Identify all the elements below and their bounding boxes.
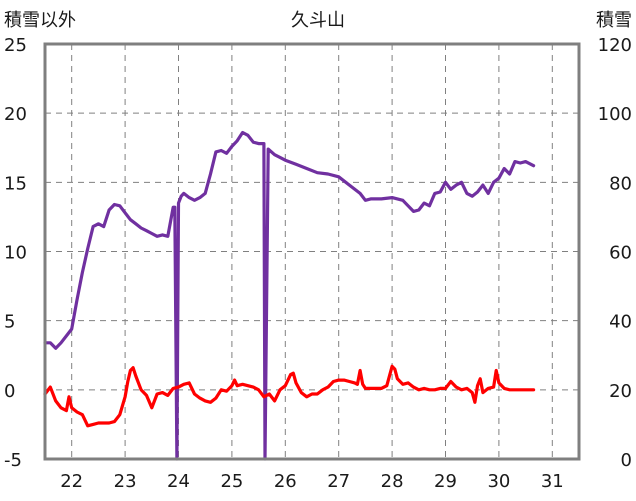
right-tick-label-5: 100 — [598, 104, 632, 125]
left-tick-label-4: 15 — [4, 173, 27, 194]
left-tick-label-3: 10 — [4, 243, 27, 264]
x-tick-label-6: 28 — [381, 471, 404, 492]
x-tick-label-2: 24 — [167, 471, 190, 492]
left-tick-label-6: 25 — [4, 35, 27, 56]
right-axis-label: 積雪 — [596, 10, 632, 31]
x-tick-label-8: 30 — [487, 471, 510, 492]
x-tick-labels: 22 23 24 25 26 27 28 29 30 31 — [60, 471, 564, 492]
right-tick-label-3: 60 — [609, 243, 632, 264]
right-tick-label-0: 0 — [621, 450, 632, 471]
series-line-1 — [43, 364, 536, 428]
x-tick-label-4: 26 — [274, 471, 297, 492]
plot-frame — [43, 42, 581, 461]
series-line-0 — [43, 130, 536, 461]
left-tick-label-2: 5 — [4, 312, 15, 333]
right-tick-label-4: 80 — [609, 173, 632, 194]
x-tick-label-7: 29 — [434, 471, 457, 492]
x-tick-label-3: 25 — [220, 471, 243, 492]
left-axis-label: 積雪以外 — [4, 10, 76, 31]
left-tick-label-1: 0 — [4, 381, 15, 402]
left-tick-labels: -5 0 5 10 15 20 25 — [4, 35, 27, 471]
right-tick-labels: 0 20 40 60 80 100 120 — [598, 35, 632, 471]
right-tick-label-1: 20 — [609, 381, 632, 402]
right-tick-label-2: 40 — [609, 312, 632, 333]
x-tick-label-9: 31 — [541, 471, 564, 492]
x-tick-label-0: 22 — [60, 471, 83, 492]
chart-title: 久斗山 — [291, 10, 345, 31]
right-tick-label-6: 120 — [598, 35, 632, 56]
x-tick-label-1: 23 — [114, 471, 137, 492]
series-group — [43, 130, 536, 461]
x-tick-label-5: 27 — [327, 471, 350, 492]
left-tick-label-5: 20 — [4, 104, 27, 125]
left-tick-label-0: -5 — [4, 450, 22, 471]
